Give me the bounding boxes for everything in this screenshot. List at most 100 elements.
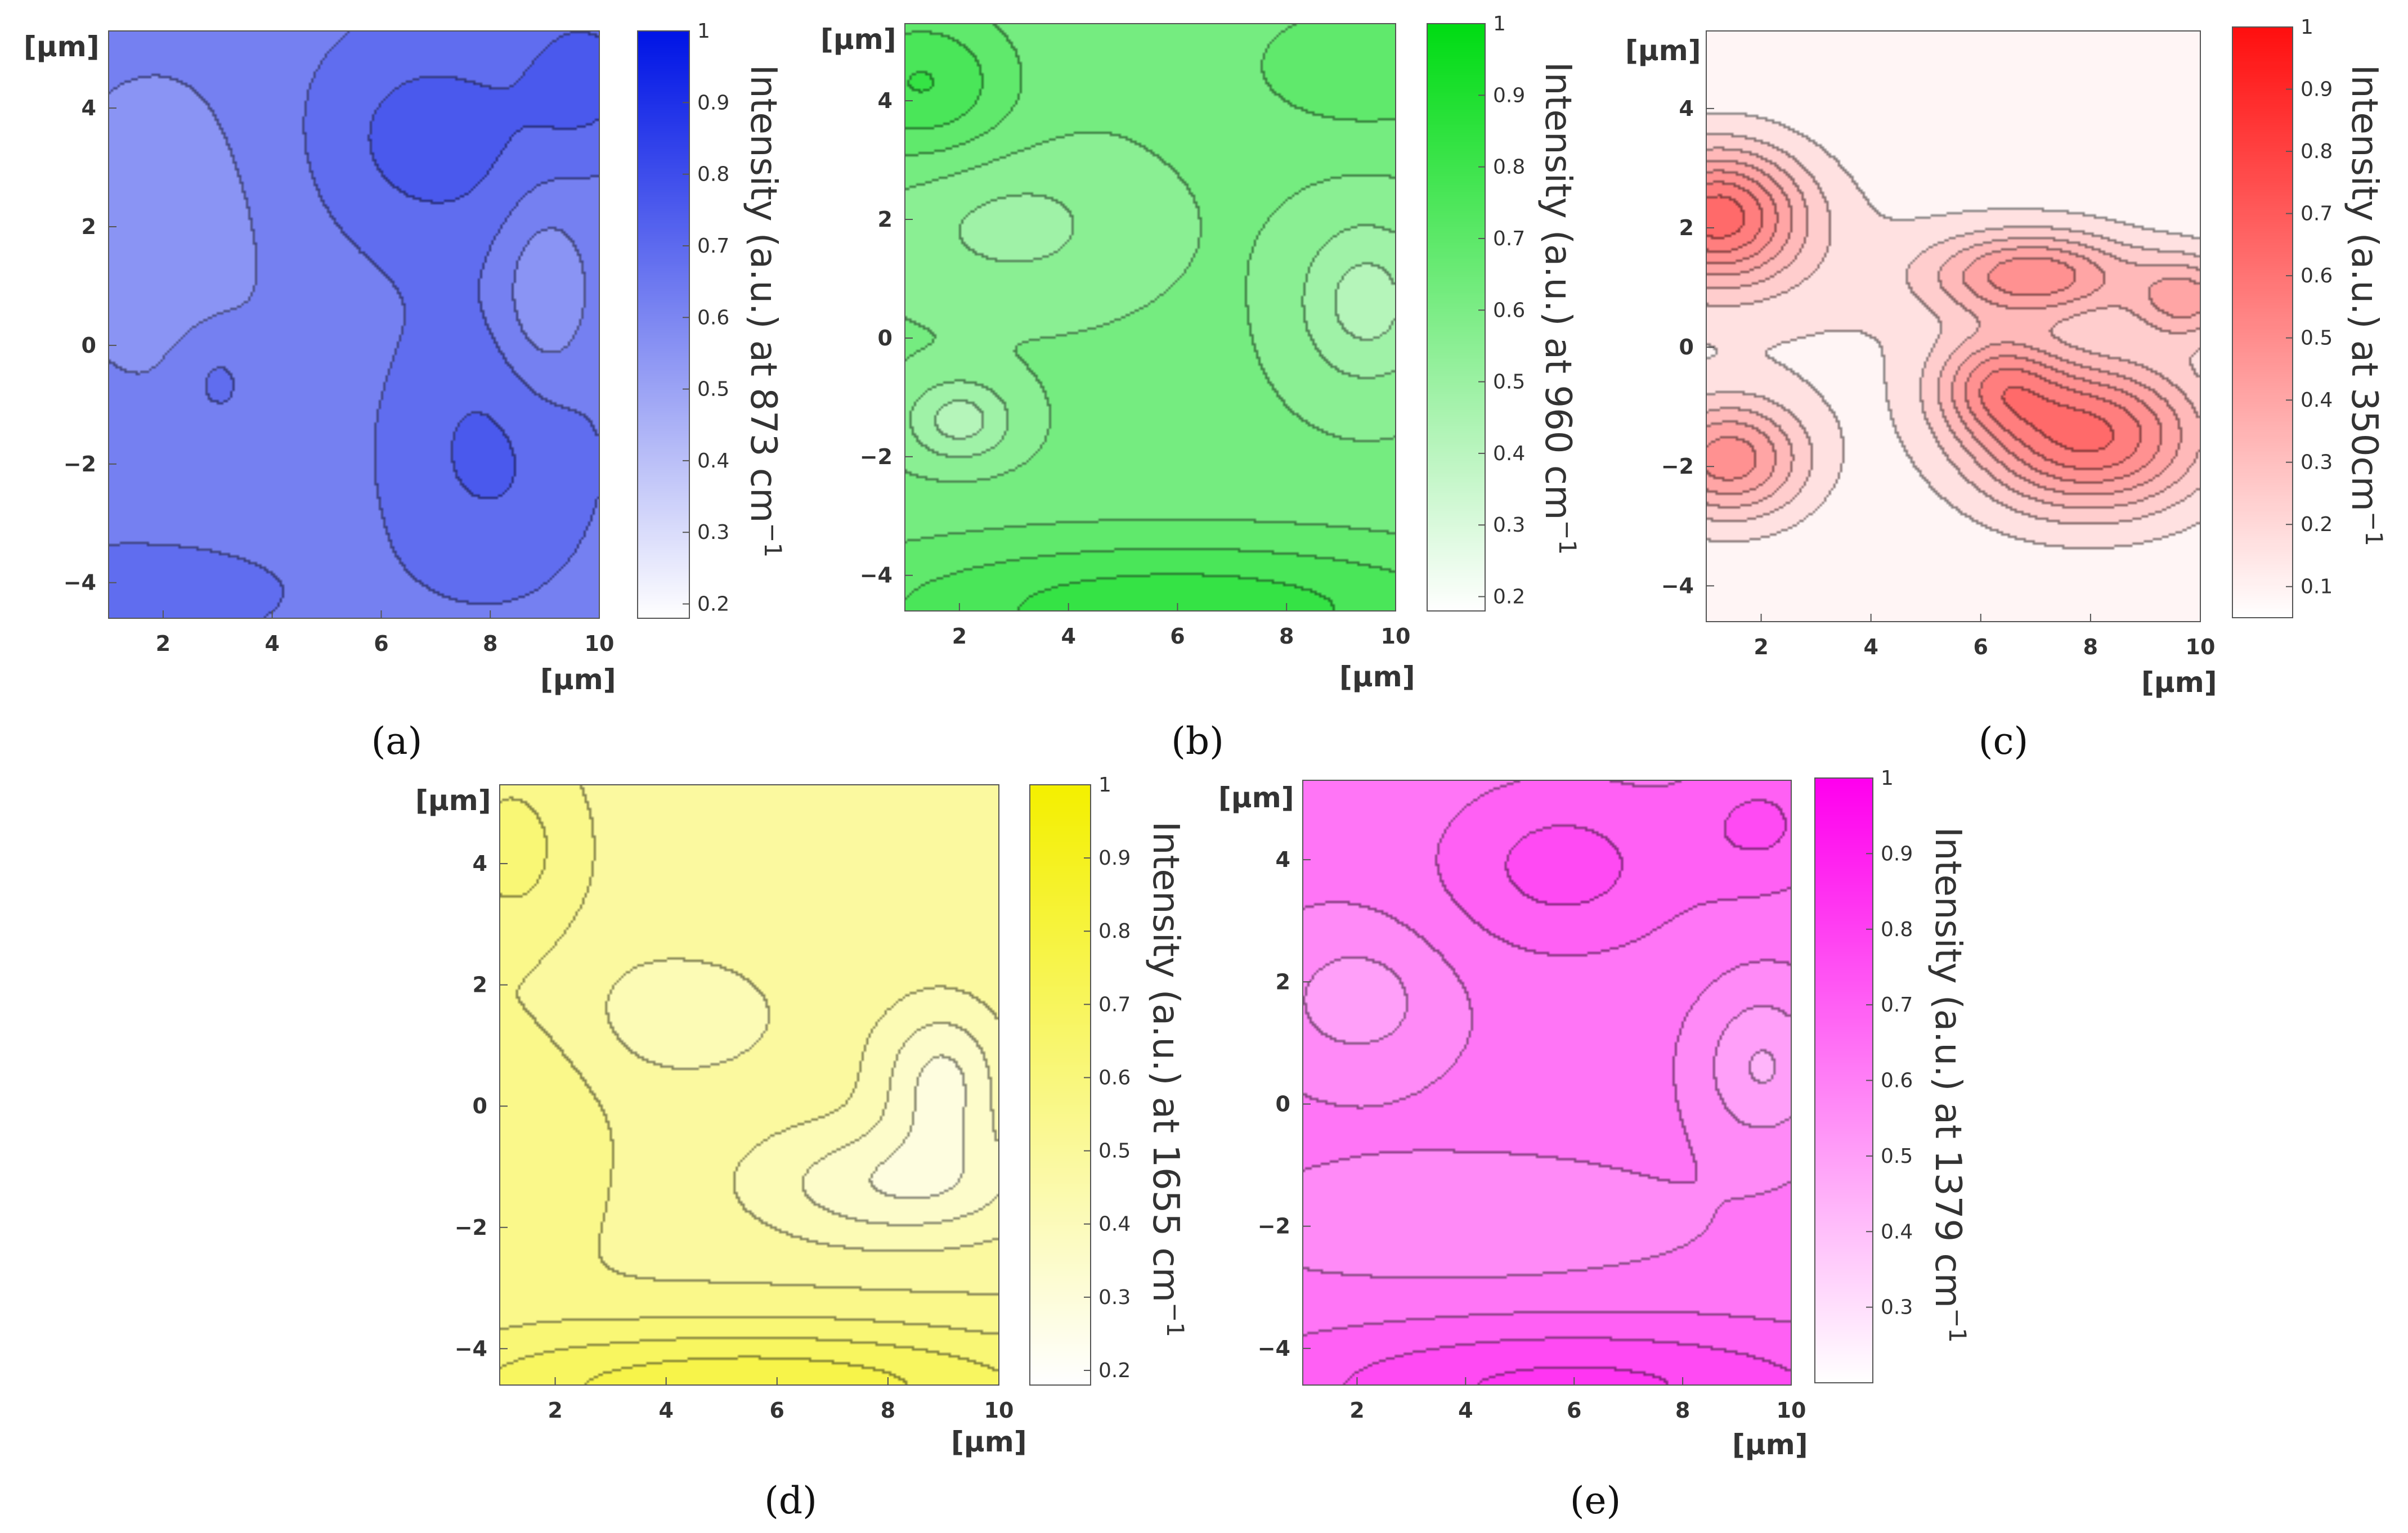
panel-c-y-unit: [µm] [1625, 34, 1701, 67]
panel-a: 2 4 6 8 10 4 2 0 −2 −4 [µm] [µm] 1 0.9 0.8 0.7 0.6 0.5… [24, 20, 787, 763]
y-tick-label: 0 [1276, 1092, 1290, 1117]
colorbar-tick-label: 0.3 [1493, 514, 1525, 537]
panel-d-caption: (d) [764, 1479, 817, 1522]
colorbar-tick-label: 0.7 [1098, 993, 1131, 1016]
panel-c-plot-frame [1706, 30, 2201, 622]
y-tick-label: 0 [1679, 335, 1694, 359]
panel-e-plot-frame [1302, 780, 1792, 1386]
x-tick-label: 8 [881, 1398, 895, 1423]
x-tick-label: 4 [1061, 624, 1075, 649]
y-tick-label: −2 [860, 444, 893, 469]
panel-b-colorbar [1427, 24, 1485, 611]
colorbar-tick-label: 0.3 [1881, 1296, 1913, 1319]
y-tick-label: 4 [82, 96, 96, 120]
panel-c-contour-map [1706, 31, 2200, 622]
colorbar-tick-label: 0.7 [1881, 993, 1913, 1017]
colorbar-tick-label: 1 [1493, 12, 1506, 35]
y-tick-label: 4 [1276, 847, 1290, 872]
panel-e-axis-ticks: 2 4 6 8 10 4 2 0 −2 −4 [1258, 847, 1806, 1423]
colorbar-tick-label: 0.2 [697, 593, 729, 616]
panel-e-contour-map [1303, 780, 1791, 1385]
panel-b-colorbar-ticks: 1 0.9 0.8 0.7 0.6 0.5 0.4 0.3 0.2 [1478, 12, 1525, 609]
x-tick-label: 10 [2186, 635, 2216, 659]
panel-c-x-unit: [µm] [2141, 666, 2217, 699]
x-tick-label: 2 [1754, 635, 1768, 659]
colorbar-tick-label: 1 [2301, 16, 2313, 39]
x-tick-label: 4 [264, 631, 279, 656]
colorbar-tick-label: 0.9 [1493, 84, 1525, 107]
colorbar-tick-label: 0.8 [1098, 920, 1131, 943]
y-tick-label: −4 [1661, 573, 1694, 598]
panel-b-plot-frame [904, 23, 1396, 612]
colorbar-tick-label: 0.5 [1098, 1140, 1131, 1163]
x-tick-label: 6 [770, 1398, 784, 1423]
x-tick-label: 6 [374, 631, 388, 656]
x-tick-label: 8 [2083, 635, 2098, 659]
colorbar-tick-label: 0.9 [2301, 78, 2333, 101]
panel-d-y-unit: [µm] [415, 784, 491, 817]
panel-a-caption: (a) [371, 720, 423, 763]
panel-b-axis-ticks: 2 4 6 8 10 4 2 0 −2 −4 [860, 88, 1411, 649]
colorbar-tick-label: 0.5 [697, 378, 729, 401]
y-tick-label: −2 [1258, 1214, 1290, 1239]
colorbar-tick-label: 1 [697, 20, 710, 43]
colorbar-tick-label: 0.6 [1098, 1066, 1131, 1089]
colorbar-tick-label: 0.4 [1881, 1220, 1913, 1243]
panel-a-plot-frame [108, 30, 600, 619]
colorbar-tick-label: 0.7 [697, 235, 729, 258]
panel-c: 2 4 6 8 10 4 2 0 −2 −4 [µm] [µm] 1 0.9 0.8 0.7 0.6 0.5… [1625, 16, 2388, 763]
colorbar-tick-label: 0.1 [2301, 576, 2333, 599]
colorbar-tick-label: 0.3 [1098, 1286, 1131, 1309]
colorbar-tick-label: 0.4 [2301, 389, 2333, 412]
panel-a-y-unit: [µm] [24, 30, 100, 63]
colorbar-tick-label: 0.4 [1098, 1213, 1131, 1236]
x-tick-label: 8 [1279, 624, 1294, 649]
x-tick-label: 4 [1458, 1398, 1473, 1423]
x-tick-label: 6 [1170, 624, 1185, 649]
panel-e-colorbar-ticks: 1 0.9 0.8 0.7 0.6 0.5 0.4 0.3 [1866, 767, 1913, 1319]
panel-c-colorbar-ticks: 1 0.9 0.8 0.7 0.6 0.5 0.4 0.3 0.2 0.1 [2286, 16, 2333, 599]
y-tick-label: 4 [473, 851, 487, 876]
panel-a-x-unit: [µm] [540, 663, 616, 696]
panel-d: 2 4 6 8 10 4 2 0 −2 −4 [µm] [µm] 1 0.9 0.8 0.7 0.6 0.5… [415, 774, 1189, 1522]
panel-e-caption: (e) [1570, 1479, 1621, 1522]
panel-a-colorbar-title: Intensity (a.u.) at 873 cm−1 [742, 65, 787, 558]
panel-b-colorbar-title: Intensity (a.u.) at 960 cm−1 [1537, 62, 1581, 555]
panel-b-y-unit: [µm] [820, 23, 896, 56]
panel-e-colorbar-title: Intensity (a.u.) at 1379 cm−1 [1927, 827, 1971, 1343]
panel-c-colorbar [2232, 27, 2293, 618]
x-tick-label: 4 [1863, 635, 1878, 659]
x-tick-label: 6 [1567, 1398, 1581, 1423]
colorbar-tick-label: 0.5 [1881, 1145, 1913, 1168]
colorbar-tick-label: 0.2 [2301, 513, 2333, 536]
colorbar-tick-label: 0.6 [1881, 1069, 1913, 1093]
panel-a-colorbar-frame [637, 30, 690, 619]
x-tick-label: 8 [483, 631, 497, 656]
y-tick-label: 4 [1679, 96, 1694, 121]
colorbar-tick-label: 0.6 [1493, 299, 1525, 322]
colorbar-tick-label: 1 [1881, 767, 1894, 790]
colorbar-tick-label: 0.8 [697, 163, 729, 186]
panel-c-colorbar-title: Intensity (a.u.) at 350cm−1 [2343, 65, 2388, 546]
colorbar-tick-label: 0.3 [2301, 451, 2333, 474]
y-tick-label: 0 [878, 326, 893, 350]
colorbar-tick-label: 0.9 [1098, 847, 1131, 870]
colorbar-tick-label: 0.9 [697, 91, 729, 114]
x-tick-label: 2 [548, 1398, 562, 1423]
panel-d-plot-frame [499, 784, 999, 1386]
colorbar-tick-label: 0.6 [2301, 264, 2333, 287]
panel-b-colorbar-frame [1427, 23, 1486, 612]
y-tick-label: 2 [82, 214, 96, 239]
panel-c-caption: (c) [1979, 720, 2028, 763]
x-tick-label: 2 [156, 631, 171, 656]
panel-a-colorbar [638, 31, 689, 618]
panel-e-colorbar [1815, 778, 1873, 1383]
panel-a-axis-ticks: 2 4 6 8 10 4 2 0 −2 −4 [64, 96, 615, 656]
panel-d-colorbar-frame [1029, 784, 1091, 1386]
panel-b-caption: (b) [1171, 720, 1224, 763]
colorbar-tick-label: 1 [1098, 774, 1111, 797]
colorbar-tick-label: 0.5 [2301, 327, 2333, 350]
colorbar-tick-label: 0.2 [1098, 1359, 1131, 1382]
colorbar-tick-label: 0.8 [1881, 918, 1913, 941]
colorbar-tick-label: 0.4 [697, 449, 729, 473]
